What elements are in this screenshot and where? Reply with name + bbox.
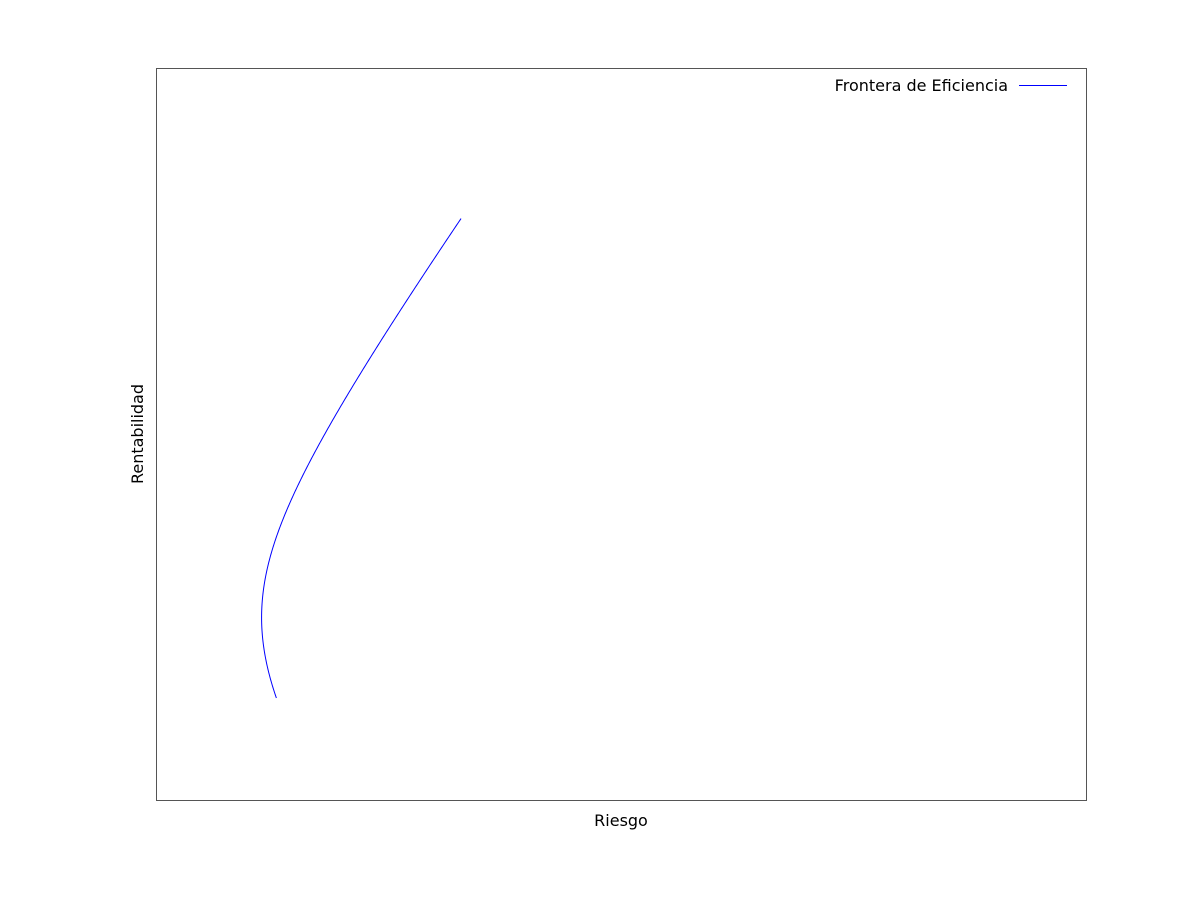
frontier-curve — [261, 218, 462, 699]
plot-area — [156, 68, 1087, 801]
legend: Frontera de Eficiencia — [835, 76, 1067, 95]
y-axis-label: Rentabilidad — [128, 384, 147, 484]
legend-label: Frontera de Eficiencia — [835, 76, 1008, 95]
x-axis-label: Riesgo — [594, 811, 648, 830]
